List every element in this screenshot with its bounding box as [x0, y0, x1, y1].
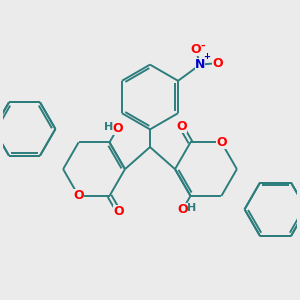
Text: O: O: [112, 122, 123, 135]
Text: O: O: [176, 120, 187, 133]
Text: O: O: [216, 136, 227, 149]
Text: O: O: [177, 203, 188, 216]
Text: +: +: [203, 52, 210, 61]
Text: O: O: [73, 189, 84, 203]
Text: O: O: [212, 57, 223, 70]
Text: H: H: [187, 203, 196, 214]
Text: N: N: [195, 58, 205, 71]
Text: O: O: [190, 43, 201, 56]
Text: O: O: [113, 205, 124, 218]
Text: H: H: [103, 122, 113, 132]
Text: -: -: [201, 41, 206, 51]
